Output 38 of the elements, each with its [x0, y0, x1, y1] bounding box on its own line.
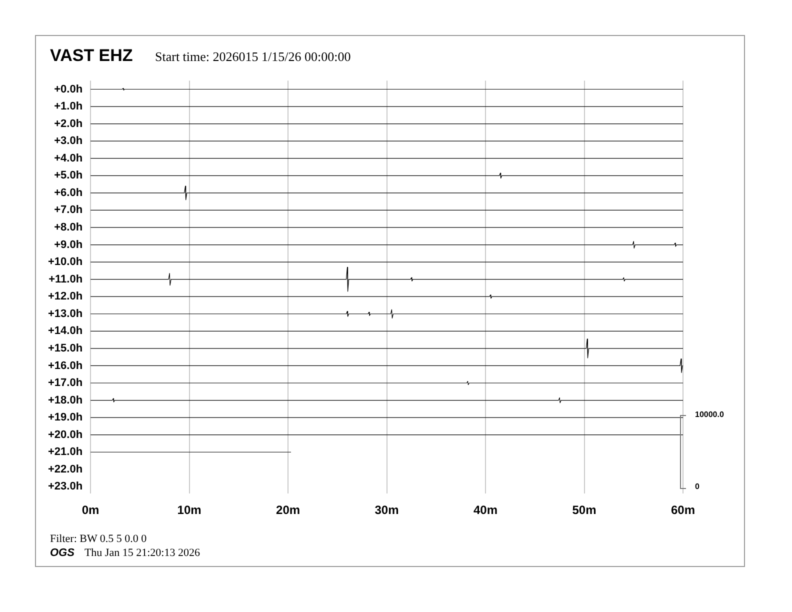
y-tick-label: +5.0h	[54, 170, 83, 182]
y-tick-label: +22.0h	[48, 463, 83, 476]
y-tick-label: +21.0h	[48, 446, 83, 458]
x-tick-label: 0m	[82, 503, 100, 518]
x-tick-label: 60m	[670, 503, 696, 518]
y-tick-label: +10.0h	[48, 256, 83, 268]
x-tick-label: 20m	[276, 503, 300, 518]
x-tick-label: 40m	[474, 503, 498, 518]
y-tick-label: +9.0h	[54, 238, 83, 251]
y-tick-label: +15.0h	[48, 342, 83, 354]
y-tick-label: +17.0h	[48, 377, 83, 390]
y-tick-label: +19.0h	[48, 412, 83, 424]
chart-subtitle: Start time: 2026015 1/15/26 00:00:00	[155, 49, 351, 65]
y-tick-label: +6.0h	[54, 186, 83, 199]
y-tick-label: +3.0h	[54, 135, 83, 148]
y-tick-label: +14.0h	[48, 325, 83, 338]
y-tick-label: +2.0h	[54, 118, 83, 130]
y-tick-label: +0.0h	[54, 83, 83, 96]
text: Thu Jan 15 21:20:13 2026	[84, 547, 200, 559]
text: OGS	[50, 547, 74, 559]
y-tick-label: +18.0h	[48, 394, 83, 406]
text: 0	[695, 482, 700, 491]
text: 10000.0	[695, 410, 724, 419]
y-tick-label: +4.0h	[54, 152, 83, 164]
y-tick-label: +23.0h	[48, 480, 83, 493]
y-tick-label: +11.0h	[48, 273, 83, 286]
y-tick-label: +7.0h	[54, 204, 83, 216]
y-tick-label: +12.0h	[48, 290, 83, 303]
chart-title: VAST EHZ	[50, 46, 133, 66]
text: Filter: BW 0.5 5 0.0 0	[50, 532, 148, 546]
y-tick-label: +13.0h	[48, 308, 83, 320]
y-tick-label: +20.0h	[48, 428, 83, 441]
x-tick-label: 50m	[572, 503, 596, 518]
y-tick-label: +16.0h	[48, 360, 83, 372]
x-tick-label: 10m	[177, 503, 202, 518]
x-tick-label: 30m	[374, 503, 399, 518]
y-tick-label: +8.0h	[54, 222, 83, 234]
y-tick-label: +1.0h	[54, 100, 83, 113]
